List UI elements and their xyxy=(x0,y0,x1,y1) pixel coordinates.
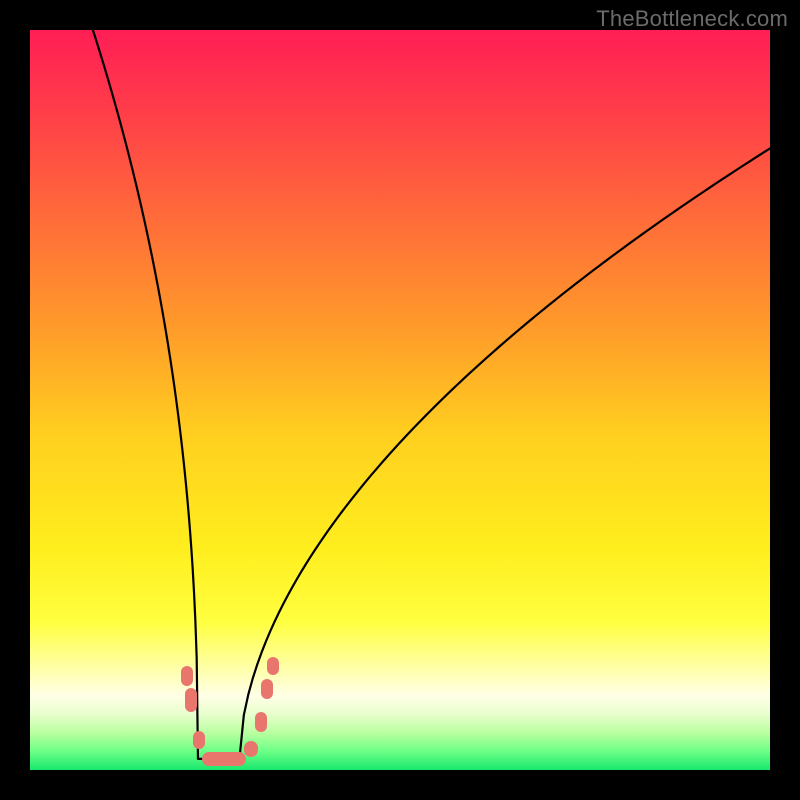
data-marker xyxy=(193,731,205,749)
plot-area xyxy=(30,30,770,770)
data-marker xyxy=(202,752,246,766)
data-marker xyxy=(185,688,197,712)
marker-layer xyxy=(30,30,770,770)
data-marker xyxy=(244,741,258,757)
data-marker xyxy=(267,657,279,675)
watermark-label: TheBottleneck.com xyxy=(596,6,788,32)
data-marker xyxy=(181,666,193,686)
data-marker xyxy=(255,712,267,732)
chart-frame: TheBottleneck.com xyxy=(0,0,800,800)
data-marker xyxy=(261,679,273,699)
